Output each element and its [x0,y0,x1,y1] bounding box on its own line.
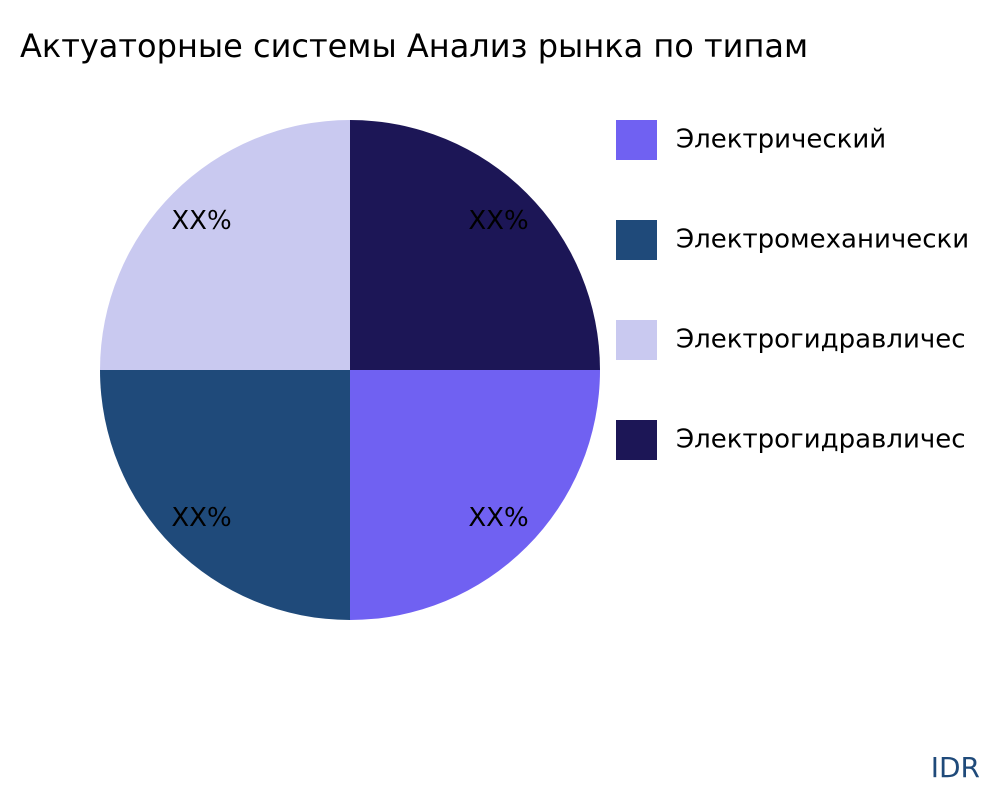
slice-label: XX% [468,206,528,236]
pie-slice [100,120,350,370]
legend-swatch [616,420,657,460]
pie-slice [350,370,600,620]
slice-label: XX% [171,206,231,236]
chart-title: Актуаторные системы Анализ рынка по типа… [20,27,808,65]
pie-slice [350,120,600,370]
slice-label: XX% [468,503,528,533]
slice-label: XX% [171,503,231,533]
legend-swatch [616,120,657,160]
legend-label: Электрогидравличес [676,325,966,355]
legend-swatch [616,220,657,260]
legend-label: Электрический [676,125,886,155]
pie-slice [100,370,350,620]
legend-swatch [616,320,657,360]
legend-label: Электромеханически [676,225,969,255]
watermark: IDR [931,751,980,784]
legend-label: Электрогидравличес [676,425,966,455]
